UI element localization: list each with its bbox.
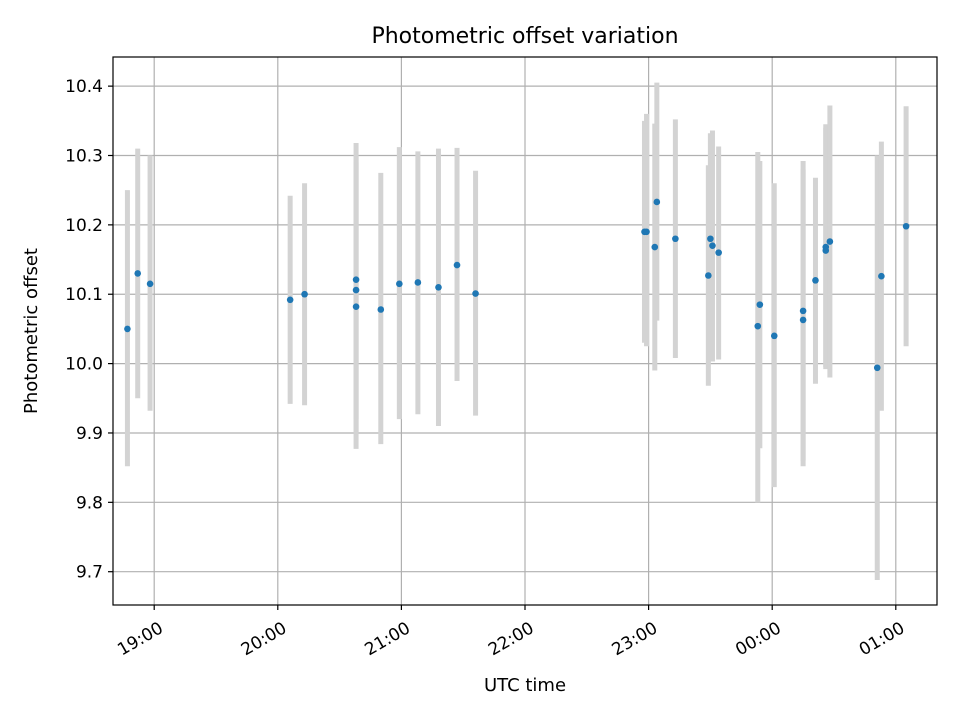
data-point: [134, 270, 142, 277]
data-points: [124, 198, 910, 372]
data-point: [453, 261, 461, 269]
error-bars: [124, 82, 909, 581]
y-tick-label: 9.9: [76, 424, 103, 444]
y-tick-label: 10.4: [65, 77, 103, 97]
data-point: [352, 303, 360, 311]
data-point: [826, 238, 834, 245]
data-point: [799, 316, 807, 324]
chart-title: Photometric offset variation: [371, 24, 678, 49]
x-tick-label: 01:00: [856, 618, 908, 660]
data-point: [672, 235, 679, 243]
data-point: [822, 247, 830, 254]
data-point: [715, 249, 722, 256]
x-tick-label: 21:00: [361, 618, 413, 660]
data-point: [799, 307, 807, 315]
data-point: [653, 198, 661, 206]
data-point: [286, 296, 294, 304]
data-point: [707, 235, 714, 243]
x-axis-label: UTC time: [484, 675, 566, 696]
data-point: [352, 286, 360, 294]
x-tick-label: 00:00: [732, 618, 784, 660]
y-axis-label: Photometric offset: [21, 248, 42, 414]
y-axis-ticks: 9.7 9.8 9.9 10.0 10.1 10.2 10.3 10.4: [65, 77, 113, 583]
data-point: [705, 272, 712, 279]
y-tick-label: 10.1: [65, 285, 103, 305]
data-point: [651, 243, 659, 251]
data-point: [435, 283, 442, 291]
data-point: [146, 280, 154, 288]
data-point: [770, 332, 778, 340]
y-tick-label: 10.3: [65, 147, 103, 167]
data-point: [709, 242, 716, 249]
x-tick-label: 19:00: [114, 618, 166, 660]
x-tick-label: 23:00: [609, 618, 661, 660]
data-point: [754, 322, 762, 330]
x-axis-ticks: 19:00 20:00 21:00 22:00 23:00 00:00 01:00: [114, 605, 908, 660]
data-point: [472, 290, 479, 297]
y-tick-label: 10.2: [65, 216, 103, 236]
data-point: [301, 290, 308, 298]
data-point: [873, 364, 881, 372]
data-point: [643, 228, 650, 236]
data-point: [124, 325, 131, 333]
data-point: [902, 222, 910, 230]
y-tick-label: 9.8: [76, 493, 103, 513]
y-tick-label: 9.7: [76, 563, 103, 583]
data-point: [756, 301, 764, 308]
data-point: [878, 272, 885, 280]
data-point: [377, 306, 385, 313]
y-tick-label: 10.0: [65, 355, 103, 375]
data-point: [352, 276, 360, 283]
data-point: [396, 280, 403, 288]
x-tick-label: 22:00: [485, 618, 537, 660]
x-tick-label: 20:00: [238, 618, 290, 660]
data-point: [414, 279, 422, 286]
data-point: [812, 277, 819, 284]
